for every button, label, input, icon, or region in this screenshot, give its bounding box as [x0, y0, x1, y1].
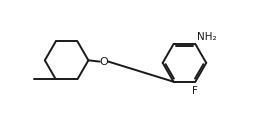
Text: NH₂: NH₂ [197, 32, 217, 42]
Text: O: O [100, 57, 108, 67]
Text: F: F [192, 86, 198, 96]
